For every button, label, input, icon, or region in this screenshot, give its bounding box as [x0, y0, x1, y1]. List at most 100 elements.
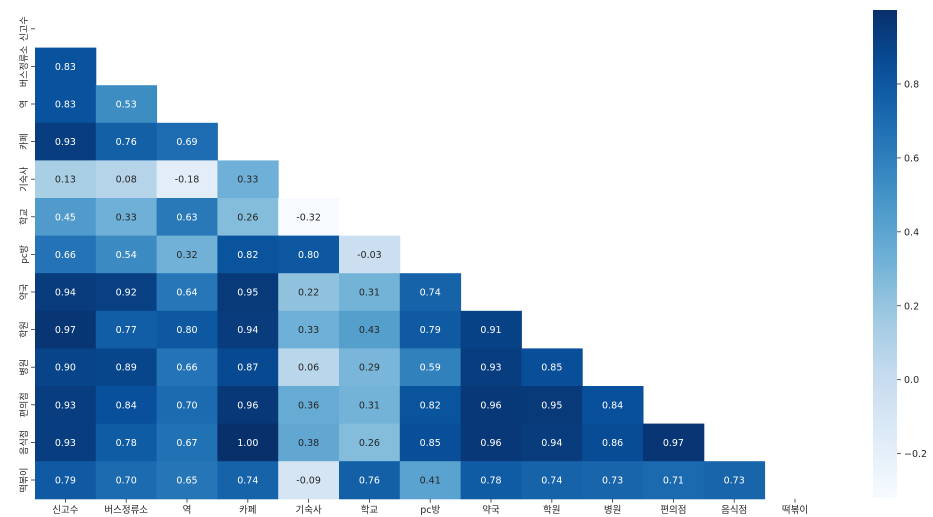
cell-label-10-2: 0.70: [176, 400, 197, 411]
x-tick-label-1: 버스정류소: [104, 505, 148, 516]
y-tick-label-0: 신고수: [19, 16, 30, 41]
x-tick-label-6: pc방: [420, 505, 440, 516]
cell-11-4: [278, 423, 340, 462]
cell-label-7-0: 0.94: [55, 288, 76, 299]
cell-5-3: [217, 198, 279, 237]
x-tick-label-5: 학교: [361, 505, 379, 516]
cell-11-6: [399, 423, 462, 462]
colorbar-tick-label-0: 0.8: [904, 79, 919, 90]
cell-7-1: [95, 273, 158, 312]
cell-1-0: [35, 47, 97, 86]
colorbar-tick-label-4: 0.0: [904, 375, 919, 386]
cell-label-10-6: 0.82: [420, 400, 441, 411]
cell-9-4: [278, 348, 340, 387]
x-tick-label-12: 떡볶이: [782, 505, 808, 516]
cell-label-11-9: 0.86: [602, 438, 623, 449]
cell-7-3: [217, 273, 279, 312]
cell-label-9-6: 0.59: [420, 363, 441, 374]
cell-4-3: [217, 160, 279, 199]
cell-label-12-1: 0.70: [116, 476, 137, 487]
cell-12-2: [156, 461, 218, 500]
y-tick-label-1: 버스정류소: [19, 46, 30, 87]
cell-label-8-2: 0.80: [176, 325, 197, 336]
cell-label-12-0: 0.79: [55, 476, 76, 487]
cell-label-11-4: 0.38: [298, 438, 319, 449]
cell-label-3-1: 0.76: [116, 137, 137, 148]
cell-label-11-6: 0.85: [420, 438, 441, 449]
x-tick-label-0: 신고수: [52, 505, 78, 516]
cell-2-1: [95, 85, 158, 124]
cell-label-11-1: 0.78: [116, 438, 137, 449]
cell-label-6-1: 0.54: [116, 250, 137, 261]
cell-6-4: [278, 235, 340, 274]
cell-label-11-2: 0.67: [176, 438, 197, 449]
cell-6-5: [339, 235, 401, 274]
cell-10-6: [399, 386, 462, 425]
cell-label-9-8: 0.85: [541, 363, 562, 374]
cell-label-10-8: 0.95: [541, 400, 562, 411]
y-tick-label-4: 기숙사: [19, 166, 30, 192]
cell-label-9-7: 0.93: [480, 363, 501, 374]
cell-10-2: [156, 386, 218, 425]
cell-label-10-3: 0.96: [237, 400, 258, 411]
cell-12-7: [460, 461, 522, 500]
cell-3-1: [95, 122, 158, 161]
cell-label-10-9: 0.84: [602, 400, 623, 411]
cell-8-2: [156, 310, 218, 349]
cell-label-5-1: 0.33: [116, 212, 137, 223]
cell-8-3: [217, 310, 279, 349]
heatmap-cells: 0.83 0.83 0.53 0.93 0.76 0.69 0.13 0.08 -0.18 0.3…: [35, 47, 766, 500]
x-tick-label-2: 역: [183, 505, 192, 516]
cell-label-7-1: 0.92: [116, 288, 137, 299]
cell-10-7: [460, 386, 522, 425]
cell-6-1: [95, 235, 158, 274]
x-tick-label-11: 음식점: [721, 504, 747, 516]
cell-label-9-2: 0.66: [176, 363, 197, 374]
cell-label-9-0: 0.90: [55, 363, 76, 374]
cell-11-9: [582, 423, 644, 462]
cell-4-1: [95, 160, 158, 199]
cell-label-12-10: 0.71: [663, 476, 684, 487]
cell-5-0: [35, 198, 97, 237]
cell-11-0: [35, 423, 97, 462]
colorbar-tick-label-1: 0.6: [904, 153, 919, 164]
cell-label-7-6: 0.74: [420, 288, 441, 299]
cell-label-12-8: 0.74: [541, 476, 562, 487]
cell-label-5-0: 0.45: [55, 212, 76, 223]
x-tick-label-4: 기숙사: [295, 505, 321, 516]
cell-9-6: [399, 348, 462, 387]
cell-label-5-3: 0.26: [237, 212, 258, 223]
y-tick-label-12: 떡볶이: [19, 468, 30, 493]
cell-label-12-6: 0.41: [420, 476, 441, 487]
cell-label-4-0: 0.13: [55, 175, 76, 186]
cell-5-1: [95, 198, 158, 237]
y-tick-label-6: pc방: [19, 245, 30, 264]
cell-label-10-7: 0.96: [480, 400, 501, 411]
cell-9-8: [521, 348, 583, 387]
cell-8-5: [339, 310, 401, 349]
cell-label-8-1: 0.77: [116, 325, 137, 336]
cell-label-8-0: 0.97: [55, 325, 76, 336]
x-tick-label-8: 학원: [543, 505, 560, 516]
cell-label-8-4: 0.33: [298, 325, 319, 336]
cell-label-11-5: 0.26: [359, 438, 380, 449]
cell-9-1: [95, 348, 158, 387]
cell-label-10-1: 0.84: [116, 400, 137, 411]
cell-12-8: [521, 461, 583, 500]
cell-7-6: [399, 273, 462, 312]
cell-label-9-4: 0.06: [298, 363, 319, 374]
cell-label-2-1: 0.53: [116, 100, 137, 111]
cell-label-12-3: 0.74: [237, 476, 258, 487]
cell-label-6-4: 0.80: [298, 250, 319, 261]
cell-10-5: [339, 386, 401, 425]
cell-5-4: [278, 198, 340, 237]
cell-11-5: [339, 423, 401, 462]
cell-label-12-2: 0.65: [176, 476, 197, 487]
cell-label-8-6: 0.79: [420, 325, 441, 336]
y-tick-label-2: 역: [19, 100, 30, 108]
cell-7-0: [35, 273, 97, 312]
cell-6-3: [217, 235, 279, 274]
cell-4-2: [156, 160, 218, 199]
colorbar-tick-label-5: −0.2: [904, 449, 927, 460]
